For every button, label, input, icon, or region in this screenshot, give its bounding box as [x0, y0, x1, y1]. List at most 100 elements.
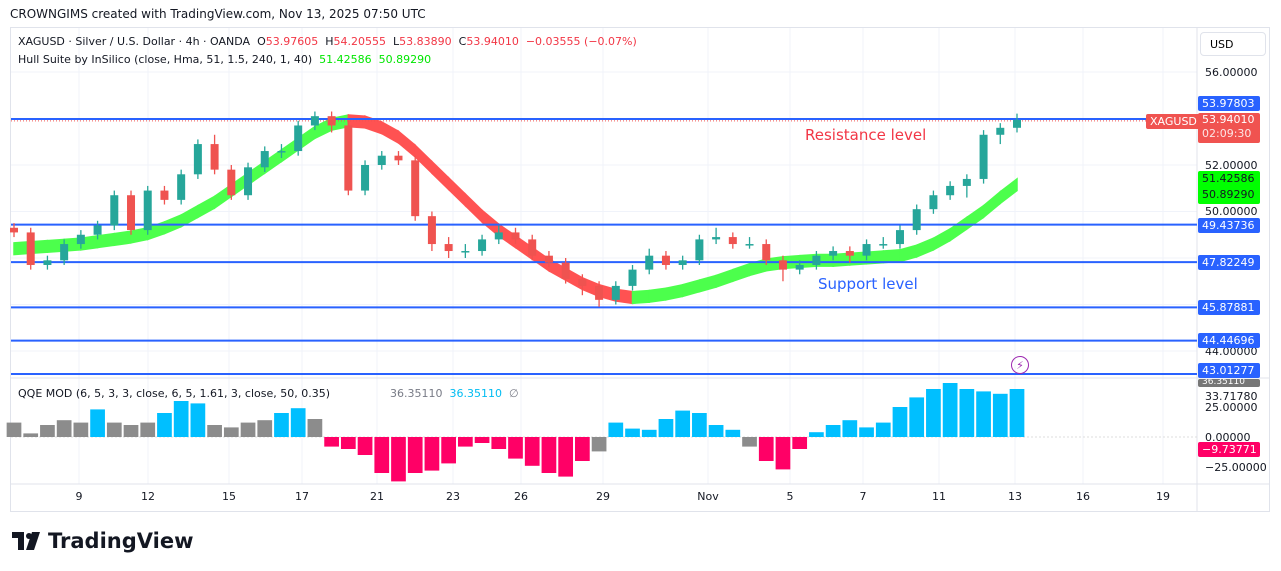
candle-body	[862, 244, 871, 256]
qqe-value-1: 36.35110	[390, 387, 443, 400]
candle-body	[377, 155, 386, 165]
hull-legend: Hull Suite by InSilico (close, Hma, 51, …	[18, 53, 431, 66]
time-tick-label: 12	[141, 490, 155, 503]
candle-body	[160, 190, 169, 200]
qqe-histogram-bar	[491, 437, 507, 449]
symbol-legend: XAGUSD · Silver / U.S. Dollar · 4h · OAN…	[18, 35, 637, 48]
close-value: 53.94010	[466, 35, 519, 48]
qqe-histogram-bar	[73, 422, 89, 437]
qqe-histogram-bar	[658, 419, 674, 437]
candle-body	[795, 264, 804, 270]
qqe-histogram-bar	[140, 422, 156, 437]
qqe-histogram-bar	[56, 420, 72, 437]
candle-body	[411, 160, 420, 217]
candle-body	[628, 269, 637, 286]
hull-band-segment	[447, 176, 467, 208]
hull-band-segment	[882, 249, 901, 264]
hull-band-segment	[899, 244, 918, 263]
candle-body	[394, 155, 403, 161]
qqe-histogram-bar	[558, 437, 574, 477]
qqe-histogram-bar	[407, 437, 423, 473]
candle-body	[661, 255, 670, 265]
tradingview-logo: TradingView	[12, 529, 193, 553]
hull-band-segment	[949, 215, 968, 242]
qqe-histogram-bar	[290, 408, 306, 437]
candle-body	[344, 125, 353, 191]
qqe-indicator-name[interactable]: QQE MOD (6, 5, 3, 3, close, 6, 5, 1.61, …	[18, 387, 331, 400]
hull-band-segment	[180, 204, 199, 228]
hull-band-segment	[698, 274, 717, 293]
currency-selector[interactable]: USD	[1200, 32, 1266, 56]
support-annotation: Support level	[818, 275, 918, 293]
qqe-histogram-bar	[424, 437, 440, 471]
qqe-histogram-bar	[909, 397, 925, 437]
candle-body	[912, 209, 921, 231]
time-tick-label: 16	[1076, 490, 1090, 503]
qqe-histogram-bar	[892, 407, 908, 437]
qqe-histogram-bar	[942, 383, 958, 437]
time-tick-label: 9	[75, 490, 83, 503]
qqe-histogram-bar	[474, 437, 490, 443]
qqe-histogram-bar	[6, 422, 22, 437]
candle-body	[511, 232, 520, 240]
qqe-histogram-bar	[123, 425, 139, 437]
qqe-histogram-bar	[809, 432, 824, 437]
hull-band-segment	[113, 230, 132, 247]
candle-body	[110, 195, 119, 226]
qqe-histogram-bar	[591, 437, 607, 452]
candle-body	[277, 151, 286, 153]
low-value: 53.83890	[399, 35, 452, 48]
high-value: 54.20555	[333, 35, 387, 48]
price-tick: 44.00000	[1205, 345, 1258, 358]
level-tag: 47.82249	[1198, 255, 1260, 270]
hull-band-segment	[999, 177, 1018, 205]
time-tick-label: 13	[1008, 490, 1022, 503]
hull-band-segment	[665, 283, 684, 301]
hull-value-1: 51.42586	[319, 53, 372, 66]
qqe-histogram-bar	[457, 437, 473, 447]
candle-body	[712, 237, 721, 240]
last-price-tag: 53.94010 02:09:30	[1198, 113, 1260, 143]
candle-body	[578, 278, 587, 286]
candle-body	[979, 134, 988, 179]
hull-band-segment	[631, 289, 650, 305]
candle-body	[611, 285, 620, 300]
price-tick: 50.00000	[1205, 205, 1258, 218]
qqe-histogram-bar	[157, 413, 172, 437]
high-label: H	[325, 35, 334, 48]
qqe-histogram-bar	[106, 422, 122, 437]
qqe-histogram-bar	[90, 409, 105, 437]
qqe-tick: 0.00000	[1205, 431, 1251, 444]
hull-band-segment	[96, 232, 116, 249]
candle-body	[1013, 119, 1021, 128]
candle-body	[645, 255, 654, 270]
time-tick-label: 15	[222, 490, 236, 503]
lightning-icon[interactable]: ⚡	[1011, 356, 1029, 374]
hull-band-segment	[715, 268, 734, 289]
hull-indicator-name[interactable]: Hull Suite by InSilico (close, Hma, 51, …	[18, 53, 313, 66]
hull-band-segment	[481, 208, 500, 238]
qqe-histogram-bar	[692, 413, 707, 437]
candle-body	[177, 174, 186, 200]
qqe-value-3: ∅	[509, 387, 519, 400]
candle-body	[294, 125, 303, 152]
qqe-histogram-bar	[274, 413, 289, 437]
qqe-histogram-bar	[608, 422, 624, 437]
candle-body	[361, 165, 370, 191]
candle-body	[10, 227, 18, 233]
qqe-values: 36.35110 36.35110 ∅	[390, 387, 519, 400]
hull-band-segment	[982, 190, 1002, 219]
candle-body	[427, 216, 436, 245]
qqe-histogram-bar	[641, 429, 657, 437]
symbol-title[interactable]: XAGUSD · Silver / U.S. Dollar · 4h · OAN…	[18, 35, 251, 48]
hull-band-segment	[381, 120, 400, 145]
time-tick-label: 19	[1156, 490, 1170, 503]
candle-body	[494, 232, 503, 240]
candle-body	[143, 190, 152, 231]
level-tag: 45.87881	[1198, 300, 1260, 315]
symbol-price-label: XAGUSD	[1146, 114, 1201, 129]
candle-body	[260, 151, 269, 168]
level-tag: 49.43736	[1198, 218, 1260, 233]
hull-band-segment	[648, 287, 667, 304]
